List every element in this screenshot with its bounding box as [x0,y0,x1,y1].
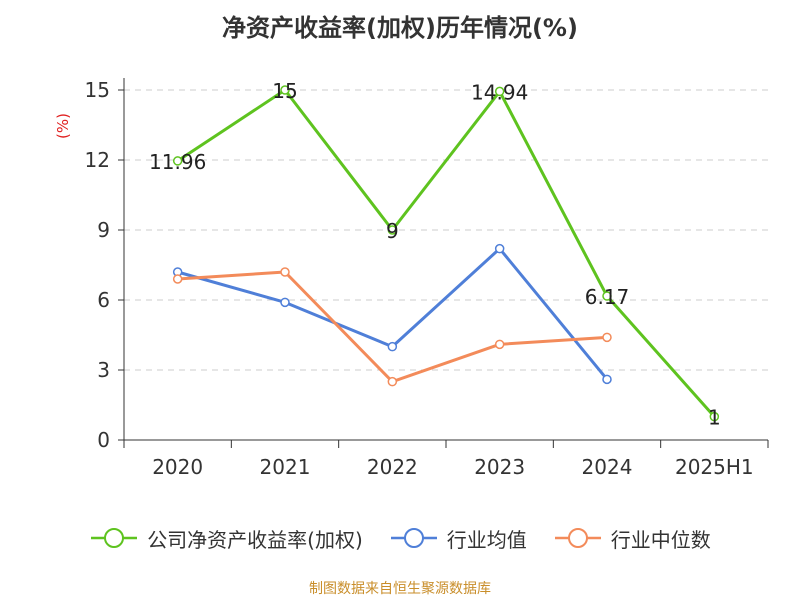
legend-marker-icon [390,528,437,548]
data-label: 1 [708,406,721,430]
series-line [176,88,716,418]
x-tick-label: 2021 [260,455,311,479]
data-label: 14.94 [471,80,528,104]
data-point [172,274,183,284]
data-point [494,243,505,254]
y-axis-label: (%) [54,113,72,139]
data-point [387,225,398,235]
legend-marker-icon [554,528,601,548]
legend-item[interactable]: 行业均值 [389,524,527,553]
data-point [280,267,290,277]
y-tick-label: 0 [97,428,110,452]
x-tick-label: 2022 [367,455,418,479]
data-point [494,86,505,97]
data-point [602,374,612,385]
y-tick-label: 6 [97,288,110,312]
y-tick-label: 3 [97,358,110,382]
y-tick-label: 9 [97,218,110,242]
data-point [280,297,290,308]
data-point [387,341,398,352]
series-line [177,270,608,384]
data-point [494,339,505,350]
data-label: 6.17 [585,285,630,309]
data-label: 9 [386,219,399,243]
x-tick-label: 2020 [152,455,203,479]
source-footer: 制图数据来自恒生聚源数据库 [309,581,491,597]
series-line [177,247,609,381]
legend-label: 行业均值 [446,527,527,552]
data-point [172,156,183,166]
legend-marker-icon [91,528,138,548]
data-point [602,291,612,301]
chart-title: 净资产收益率(加权)历年情况(%) [222,14,578,42]
y-tick-label: 12 [85,148,110,172]
data-label: 11.96 [149,150,206,174]
legend-item[interactable]: 行业中位数 [553,524,711,553]
legend-label: 公司净资产收益率(加权) [147,527,363,552]
legend-label: 行业中位数 [610,527,711,552]
y-tick-label: 15 [85,78,110,102]
data-point [280,85,290,95]
x-tick-label: 2023 [474,455,525,479]
x-tick-label: 2025H1 [675,455,754,479]
data-point [709,411,720,422]
x-tick-label: 2024 [582,455,633,479]
data-point [387,376,398,387]
legend-item[interactable]: 公司净资产收益率(加权) [89,524,363,553]
data-label: 15 [272,79,297,103]
data-point [602,332,612,343]
legend: 公司净资产收益率(加权) 行业均值 行业中位数 [0,518,800,558]
